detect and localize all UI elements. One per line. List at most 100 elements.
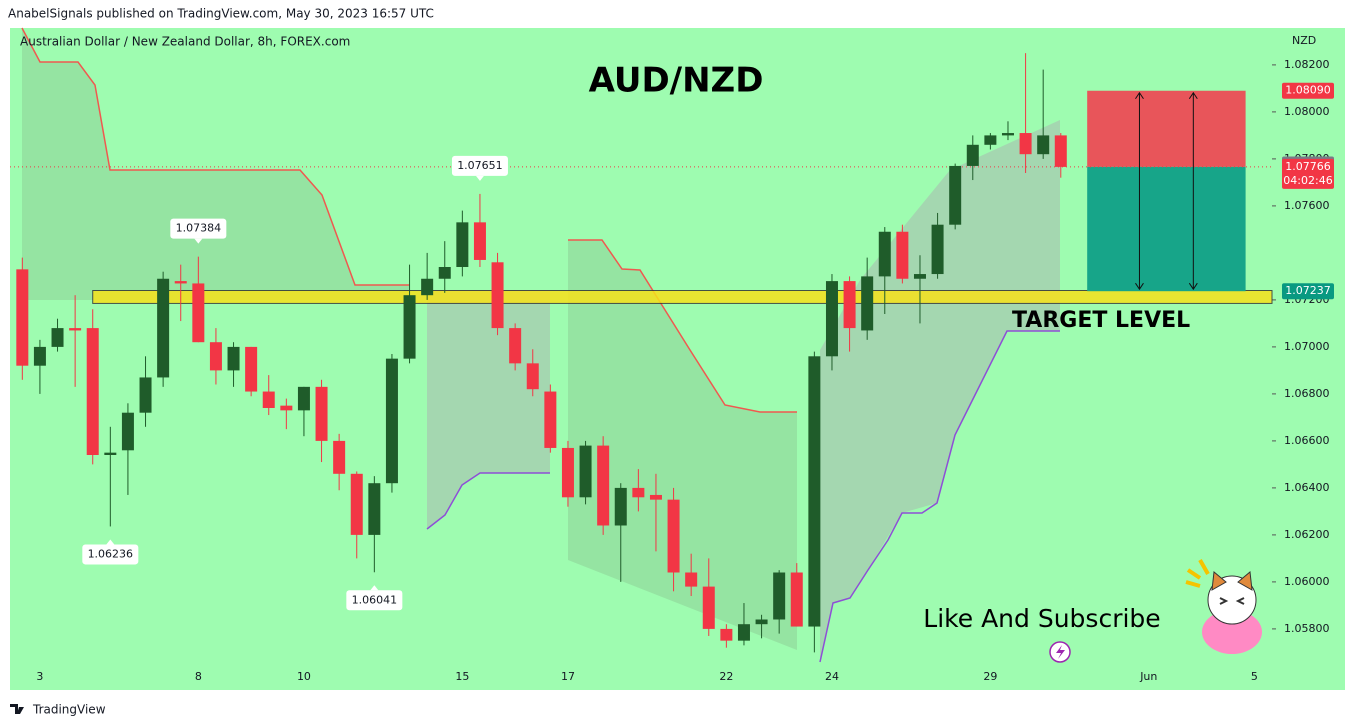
candle-body	[350, 473, 363, 535]
candle-body	[280, 405, 293, 411]
x-tick-label: 3	[36, 670, 43, 683]
candle-body	[385, 358, 398, 484]
candle-body	[86, 328, 99, 455]
candle-body	[632, 487, 645, 498]
cta-text: Like And Subscribe	[923, 604, 1160, 633]
x-tick-label: Jun	[1139, 670, 1157, 683]
candle-body	[491, 262, 504, 329]
extreme-label: 1.07651	[457, 159, 503, 172]
extreme-pointer	[475, 175, 484, 181]
candle-body	[649, 494, 662, 500]
candle-body	[685, 572, 698, 587]
candle-body	[561, 447, 574, 498]
candle-body	[509, 328, 522, 364]
x-tick-label: 22	[719, 670, 733, 683]
y-tick-label: 1.06400	[1284, 481, 1330, 494]
extreme-label: 1.07384	[176, 222, 222, 235]
candle-body	[1054, 135, 1067, 167]
trail-line	[819, 330, 1060, 663]
chart-title: AUD/NZD	[589, 61, 764, 101]
candle-body	[949, 165, 962, 225]
arrow	[1135, 91, 1144, 291]
candle-body	[1001, 133, 1014, 136]
candle-body	[473, 222, 486, 260]
x-tick-label: 24	[825, 670, 839, 683]
y-tick-label: 1.06000	[1284, 575, 1330, 588]
extreme-box	[82, 544, 139, 565]
candle-body	[597, 445, 610, 526]
candle-body	[913, 274, 926, 279]
trail-line	[426, 472, 550, 530]
candle-body	[526, 363, 539, 390]
candle-body	[1019, 133, 1032, 155]
baseline-line	[568, 239, 797, 413]
x-tick-label: 17	[561, 670, 575, 683]
y-tick-label: 1.05800	[1284, 622, 1330, 635]
arrow	[1188, 91, 1198, 291]
y-tick-label: 1.07000	[1284, 340, 1330, 353]
symbol: Australian Dollar / New Zealand Dollar, …	[20, 35, 350, 49]
x-tick-label: 29	[983, 670, 997, 683]
candle-body	[737, 624, 750, 641]
candle-body	[245, 346, 258, 392]
candle-body	[878, 231, 891, 277]
extreme-box	[170, 218, 227, 239]
target-zone	[92, 289, 1273, 304]
candle-body	[544, 391, 557, 448]
countdown: 04:02:46	[1283, 174, 1332, 187]
footer: TradingView	[32, 703, 106, 717]
candle-body	[262, 391, 275, 408]
currency: NZD	[1292, 34, 1316, 47]
candle-body	[702, 586, 715, 629]
x-tick-label: 10	[297, 670, 311, 683]
candle-body	[139, 377, 152, 413]
candle-body	[333, 440, 346, 474]
candle-body	[984, 135, 997, 145]
candle-body	[174, 281, 187, 284]
candle-body	[33, 346, 46, 366]
candle-body	[825, 281, 838, 357]
y-tick-label: 1.08000	[1284, 105, 1330, 118]
candle-body	[438, 266, 451, 279]
candle-body	[121, 412, 134, 451]
candle-body	[614, 487, 627, 526]
candle-body	[456, 222, 469, 267]
y-tick-label: 1.07600	[1284, 199, 1330, 212]
candle-body	[966, 144, 979, 166]
price-tag	[1282, 283, 1334, 300]
extreme-pointer	[106, 539, 115, 545]
candle-body	[209, 342, 222, 371]
target-zone-box	[1087, 166, 1246, 292]
price-tag-label: 1.07766	[1285, 160, 1331, 173]
candle-body	[755, 619, 768, 625]
candle-body	[790, 572, 803, 627]
candle-body	[51, 328, 64, 347]
candle-body	[579, 445, 592, 498]
candle-body	[297, 386, 310, 411]
extreme-label: 1.06236	[88, 547, 134, 560]
marks: 1.05800 1.06000 1.06200 1.06400 1.06600 1.068…	[10, 53, 1334, 683]
candle-body	[1037, 135, 1050, 155]
x-tick-label: 5	[1251, 670, 1258, 683]
cloud	[568, 240, 797, 650]
candle-body	[808, 356, 821, 627]
cloud	[22, 28, 410, 300]
baseline-line	[21, 27, 410, 286]
candle-body	[104, 452, 117, 455]
y-tick-label: 1.06800	[1284, 387, 1330, 400]
candle-body	[421, 278, 434, 296]
candle-body	[192, 283, 205, 343]
extreme-box	[346, 590, 403, 611]
cloud	[820, 120, 1060, 662]
price-tag-label: 1.07237	[1285, 284, 1331, 297]
candle-body	[157, 278, 170, 378]
price-tag-label: 1.08090	[1285, 84, 1331, 97]
y-tick-label: 1.08200	[1284, 58, 1330, 71]
candle-body	[16, 269, 29, 366]
x-tick-label: 15	[455, 670, 469, 683]
candle-body	[931, 224, 944, 275]
extreme-pointer	[194, 238, 203, 244]
candle-body	[403, 295, 416, 359]
stop-zone	[1087, 90, 1246, 167]
